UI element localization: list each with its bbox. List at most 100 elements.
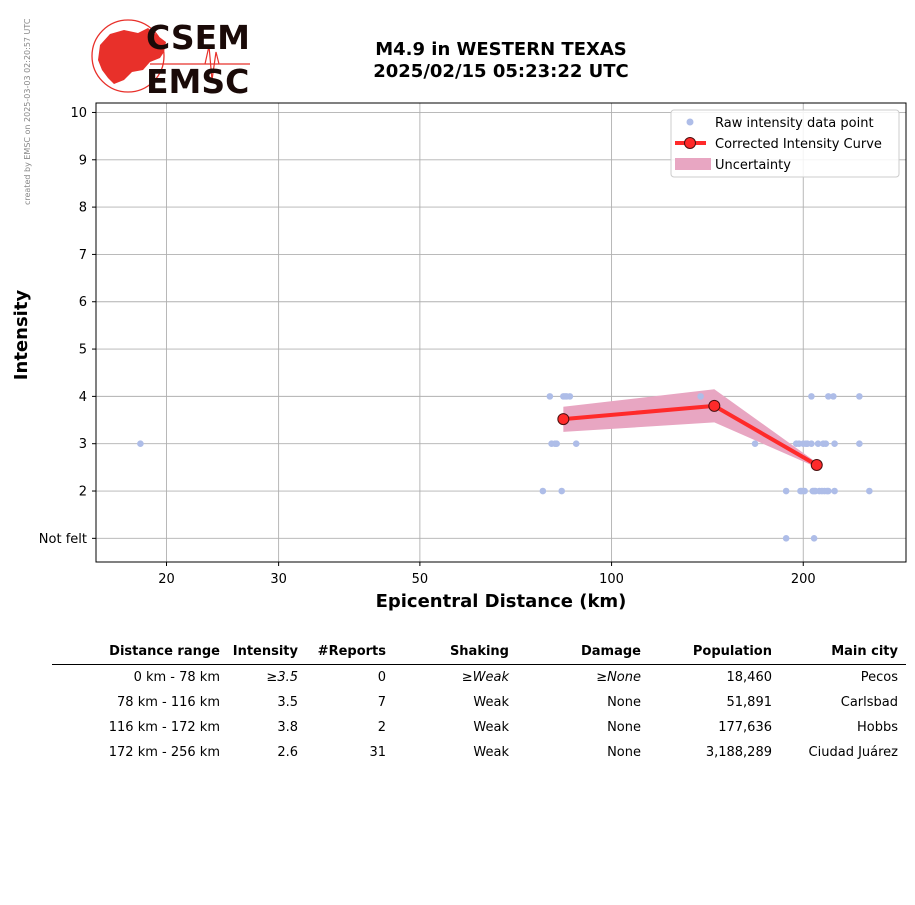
y-tick-label: 4	[79, 390, 87, 405]
y-tick-label: 6	[79, 295, 87, 310]
logo-emsc-text: EMSC	[146, 62, 249, 101]
legend: Raw intensity data point Corrected Inten…	[670, 109, 900, 178]
raw-data-point	[856, 393, 863, 400]
raw-data-point	[566, 393, 574, 400]
legend-curve-marker	[684, 137, 696, 149]
table-row: 78 km - 116 km 3.5 7 Weak None 51,891 Ca…	[52, 690, 906, 715]
logo-csem-text: CSEM	[146, 18, 250, 57]
intensity-table: Distance range Intensity #Reports Shakin…	[52, 638, 906, 765]
cell-main-city: Ciudad Juárez	[808, 745, 898, 760]
cell-intensity: 3.5	[277, 695, 298, 710]
logo-map-shape	[98, 28, 166, 84]
table-row: 116 km - 172 km 3.8 2 Weak None 177,636 …	[52, 715, 906, 740]
y-tick-label: Not felt	[39, 532, 87, 547]
raw-data-point	[831, 440, 838, 448]
cell-shaking: Weak	[473, 720, 509, 735]
raw-data-point	[539, 487, 547, 495]
legend-box	[670, 109, 900, 178]
raw-data-point	[782, 487, 790, 495]
curve-point	[557, 413, 570, 426]
cell-shaking: ≥Weak	[461, 670, 509, 685]
header-population: Population	[649, 638, 780, 665]
cell-reports: 7	[377, 695, 386, 710]
cell-intensity: ≥3.5	[266, 670, 298, 685]
cell-reports: 0	[377, 670, 386, 685]
cell-reports: 2	[377, 720, 386, 735]
raw-data-point	[801, 487, 808, 495]
header-damage: Damage	[517, 638, 649, 665]
cell-damage: None	[607, 745, 641, 760]
table-row: 0 km - 78 km ≥3.5 0 ≥Weak ≥None 18,460 P…	[52, 665, 906, 691]
y-axis-title: Intensity	[11, 290, 32, 381]
raw-data-point	[825, 487, 832, 495]
chart-title-line1: M4.9 in WESTERN TEXAS	[375, 39, 627, 60]
raw-data-point	[856, 440, 863, 448]
creation-note: created by EMSC on 2025-03-03 02:20:57 U…	[23, 18, 32, 205]
raw-data-point	[808, 393, 815, 400]
header-shaking: Shaking	[394, 638, 517, 665]
emsc-logo: CSEM EMSC	[91, 18, 250, 101]
cell-population: 18,460	[726, 670, 773, 685]
cell-damage: None	[607, 720, 641, 735]
cell-intensity: 2.6	[277, 745, 298, 760]
legend-uncertainty-swatch	[675, 158, 711, 170]
x-tick-label: 100	[599, 572, 624, 587]
cell-intensity: 3.8	[277, 720, 298, 735]
x-tick-label: 30	[270, 572, 287, 587]
cell-shaking: Weak	[473, 745, 509, 760]
cell-main-city: Pecos	[860, 670, 898, 685]
cell-distance-range: 78 km - 116 km	[117, 695, 220, 710]
raw-data-point	[782, 535, 790, 542]
header-main-city: Main city	[780, 638, 906, 665]
cell-distance-range: 0 km - 78 km	[133, 670, 220, 685]
cell-population: 3,188,289	[705, 745, 772, 760]
cell-damage: ≥None	[596, 670, 641, 685]
raw-data-point	[808, 440, 815, 448]
x-tick-label: 50	[412, 572, 429, 587]
plot-frame	[95, 102, 907, 563]
raw-data-point	[810, 535, 818, 542]
header-distance-range: Distance range	[52, 638, 228, 665]
cell-distance-range: 116 km - 172 km	[108, 720, 220, 735]
y-tick-label: 8	[79, 201, 87, 216]
cell-shaking: Weak	[473, 695, 509, 710]
header-intensity: Intensity	[228, 638, 306, 665]
raw-data-point	[572, 440, 580, 448]
legend-curve-label: Corrected Intensity Curve	[715, 137, 882, 152]
y-axis-ticks: Not felt 2 3 4 5 6 7 8 9 10	[39, 106, 96, 547]
uncertainty-band	[563, 389, 817, 468]
uncertainty-area	[563, 389, 817, 468]
y-tick-label: 7	[79, 248, 87, 263]
curve-point	[708, 399, 721, 412]
raw-data-point	[546, 393, 554, 400]
cell-main-city: Hobbs	[856, 720, 898, 735]
raw-data-point	[558, 487, 565, 495]
y-tick-label: 3	[79, 437, 87, 452]
y-tick-label: 2	[79, 485, 87, 500]
intensity-chart: created by EMSC on 2025-03-03 02:20:57 U…	[11, 18, 907, 612]
raw-data-point	[751, 440, 759, 448]
raw-data-point	[697, 393, 704, 400]
x-axis-title: Epicentral Distance (km)	[376, 591, 627, 612]
logo-globe-ring	[91, 19, 165, 93]
cell-population: 177,636	[718, 720, 772, 735]
table-row: 172 km - 256 km 2.6 31 Weak None 3,188,2…	[52, 740, 906, 765]
curve-point	[810, 458, 823, 471]
raw-data-point	[814, 440, 822, 448]
raw-points	[137, 393, 873, 542]
logo-seismogram-line	[150, 45, 250, 81]
legend-uncertainty-label: Uncertainty	[715, 158, 791, 173]
cell-population: 51,891	[726, 695, 773, 710]
corrected-curve	[557, 399, 823, 471]
raw-data-point	[830, 393, 837, 400]
legend-raw-label: Raw intensity data point	[715, 116, 874, 131]
x-axis-ticks: 20 30 50 100 200	[158, 562, 816, 587]
chart-title-line2: 2025/02/15 05:23:22 UTC	[373, 61, 629, 82]
y-tick-label: 5	[79, 343, 87, 358]
x-tick-label: 200	[791, 572, 816, 587]
raw-data-point	[831, 487, 838, 495]
cell-reports: 31	[369, 745, 386, 760]
cell-damage: None	[607, 695, 641, 710]
raw-data-point	[822, 440, 830, 448]
raw-data-point	[866, 487, 873, 495]
